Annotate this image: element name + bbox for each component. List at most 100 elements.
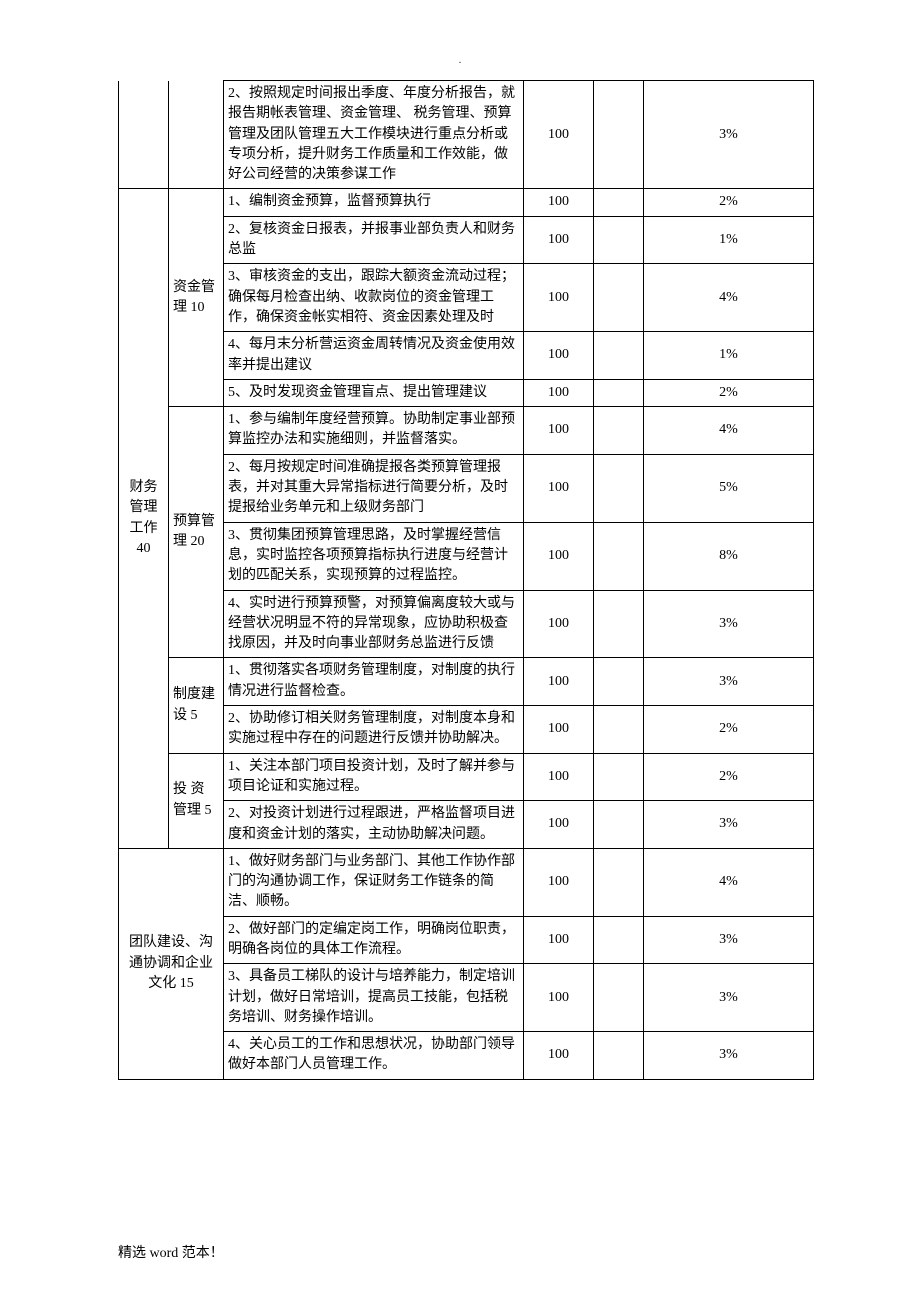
- cell-desc: 3、审核资金的支出，跟踪大额资金流动过程； 确保每月检查出纳、收款岗位的资金管理…: [224, 264, 524, 332]
- cell-val: 100: [524, 454, 594, 522]
- cell-desc: 5、及时发现资金管理盲点、提出管理建议: [224, 379, 524, 406]
- table-row: 2、复核资金日报表，并报事业部负责人和财务总监 100 1%: [119, 216, 814, 264]
- cell-blank: [594, 454, 644, 522]
- table-row: 2、对投资计划进行过程跟进，严格监督项目进度和资金计划的落实，主动协助解决问题。…: [119, 801, 814, 849]
- cell-blank: [594, 1032, 644, 1080]
- cell-sec1: 财务管理工作40: [119, 189, 169, 848]
- cell-desc: 1、做好财务部门与业务部门、其他工作协作部门的沟通协调工作，保证财务工作链条的简…: [224, 848, 524, 916]
- cell-blank: [594, 590, 644, 658]
- cell-sec2: 资金管理 10: [169, 189, 224, 407]
- table-row: 4、关心员工的工作和思想状况，协助部门领导做好本部门人员管理工作。 100 3%: [119, 1032, 814, 1080]
- cell-blank: [594, 801, 644, 849]
- cell-sec1: 团队建设、沟通协调和企业文化 15: [119, 848, 224, 1079]
- cell-pct: 3%: [644, 801, 814, 849]
- cell-blank: [594, 658, 644, 706]
- cell-pct: 5%: [644, 454, 814, 522]
- cell-desc: 4、实时进行预算预警，对预算偏离度较大或与经营状况明显不符的异常现象，应协助积极…: [224, 590, 524, 658]
- table-row: 团队建设、沟通协调和企业文化 15 1、做好财务部门与业务部门、其他工作协作部门…: [119, 848, 814, 916]
- cell-pct: 3%: [644, 658, 814, 706]
- cell-pct: 4%: [644, 848, 814, 916]
- top-mark: .: [459, 54, 462, 66]
- kpi-table: 2、按照规定时间报出季度、年度分析报告，就报告期帐表管理、资金管理、 税务管理、…: [118, 80, 814, 1080]
- cell-desc: 2、做好部门的定编定岗工作，明确岗位职责，明确各岗位的具体工作流程。: [224, 916, 524, 964]
- cell-pct: 3%: [644, 590, 814, 658]
- cell-val: 100: [524, 801, 594, 849]
- cell-blank: [594, 379, 644, 406]
- cell-val: 100: [524, 216, 594, 264]
- cell-desc: 3、具备员工梯队的设计与培养能力，制定培训计划，做好日常培训，提高员工技能，包括…: [224, 964, 524, 1032]
- cell-pct: 3%: [644, 916, 814, 964]
- cell-val: 100: [524, 848, 594, 916]
- cell-desc: 1、关注本部门项目投资计划，及时了解并参与项目论证和实施过程。: [224, 753, 524, 801]
- cell-pct: 2%: [644, 753, 814, 801]
- table-row: 预算管理 20 1、参与编制年度经营预算。协助制定事业部预算监控办法和实施细则，…: [119, 407, 814, 455]
- cell-val: 100: [524, 189, 594, 216]
- cell-val: 100: [524, 522, 594, 590]
- table-row: 4、每月末分析营运资金周转情况及资金使用效率并提出建议 100 1%: [119, 332, 814, 380]
- cell-blank: [594, 189, 644, 216]
- cell-sec2: 预算管理 20: [169, 407, 224, 658]
- cell-blank: [594, 264, 644, 332]
- table-row: 财务管理工作40 资金管理 10 1、编制资金预算，监督预算执行 100 2%: [119, 189, 814, 216]
- cell-desc: 2、复核资金日报表，并报事业部负责人和财务总监: [224, 216, 524, 264]
- cell-desc: 1、编制资金预算，监督预算执行: [224, 189, 524, 216]
- cell-blank: [594, 522, 644, 590]
- cell-sec1: [119, 81, 169, 189]
- cell-pct: 2%: [644, 706, 814, 754]
- cell-blank: [594, 407, 644, 455]
- cell-blank: [594, 848, 644, 916]
- cell-pct: 4%: [644, 407, 814, 455]
- cell-pct: 2%: [644, 379, 814, 406]
- cell-sec2: 投 资 管理 5: [169, 753, 224, 848]
- cell-blank: [594, 216, 644, 264]
- cell-blank: [594, 81, 644, 189]
- cell-blank: [594, 964, 644, 1032]
- document-page: . 2、按照规定时间报出季度、年度分析报告，就报告期帐表管理、资金管理、 税务管…: [0, 0, 920, 1302]
- cell-val: 100: [524, 916, 594, 964]
- table-row: 5、及时发现资金管理盲点、提出管理建议 100 2%: [119, 379, 814, 406]
- cell-pct: 3%: [644, 964, 814, 1032]
- table-row: 2、按照规定时间报出季度、年度分析报告，就报告期帐表管理、资金管理、 税务管理、…: [119, 81, 814, 189]
- cell-val: 100: [524, 81, 594, 189]
- table-row: 制度建设 5 1、贯彻落实各项财务管理制度，对制度的执行情况进行监督检查。 10…: [119, 658, 814, 706]
- cell-sec2: [169, 81, 224, 189]
- cell-pct: 3%: [644, 81, 814, 189]
- cell-val: 100: [524, 1032, 594, 1080]
- cell-blank: [594, 916, 644, 964]
- table-row: 2、协助修订相关财务管理制度，对制度本身和实施过程中存在的问题进行反馈并协助解决…: [119, 706, 814, 754]
- cell-desc: 2、对投资计划进行过程跟进，严格监督项目进度和资金计划的落实，主动协助解决问题。: [224, 801, 524, 849]
- table-row: 2、做好部门的定编定岗工作，明确岗位职责，明确各岗位的具体工作流程。 100 3…: [119, 916, 814, 964]
- cell-val: 100: [524, 753, 594, 801]
- cell-val: 100: [524, 658, 594, 706]
- cell-pct: 1%: [644, 216, 814, 264]
- cell-pct: 1%: [644, 332, 814, 380]
- cell-sec2: 制度建设 5: [169, 658, 224, 753]
- cell-val: 100: [524, 407, 594, 455]
- cell-blank: [594, 706, 644, 754]
- cell-desc: 2、按照规定时间报出季度、年度分析报告，就报告期帐表管理、资金管理、 税务管理、…: [224, 81, 524, 189]
- cell-pct: 4%: [644, 264, 814, 332]
- cell-desc: 4、关心员工的工作和思想状况，协助部门领导做好本部门人员管理工作。: [224, 1032, 524, 1080]
- cell-val: 100: [524, 964, 594, 1032]
- cell-desc: 2、每月按规定时间准确提报各类预算管理报表，并对其重大异常指标进行简要分析，及时…: [224, 454, 524, 522]
- cell-desc: 1、贯彻落实各项财务管理制度，对制度的执行情况进行监督检查。: [224, 658, 524, 706]
- cell-val: 100: [524, 706, 594, 754]
- cell-desc: 2、协助修订相关财务管理制度，对制度本身和实施过程中存在的问题进行反馈并协助解决…: [224, 706, 524, 754]
- cell-val: 100: [524, 264, 594, 332]
- table-row: 3、具备员工梯队的设计与培养能力，制定培训计划，做好日常培训，提高员工技能，包括…: [119, 964, 814, 1032]
- cell-pct: 3%: [644, 1032, 814, 1080]
- cell-desc: 4、每月末分析营运资金周转情况及资金使用效率并提出建议: [224, 332, 524, 380]
- cell-blank: [594, 332, 644, 380]
- cell-pct: 8%: [644, 522, 814, 590]
- cell-desc: 1、参与编制年度经营预算。协助制定事业部预算监控办法和实施细则，并监督落实。: [224, 407, 524, 455]
- table-row: 3、审核资金的支出，跟踪大额资金流动过程； 确保每月检查出纳、收款岗位的资金管理…: [119, 264, 814, 332]
- cell-pct: 2%: [644, 189, 814, 216]
- table-row: 3、贯彻集团预算管理思路，及时掌握经营信息，实时监控各项预算指标执行进度与经营计…: [119, 522, 814, 590]
- cell-desc: 3、贯彻集团预算管理思路，及时掌握经营信息，实时监控各项预算指标执行进度与经营计…: [224, 522, 524, 590]
- table-row: 4、实时进行预算预警，对预算偏离度较大或与经营状况明显不符的异常现象，应协助积极…: [119, 590, 814, 658]
- footer-text: 精选 word 范本！: [118, 1242, 224, 1262]
- table-row: 2、每月按规定时间准确提报各类预算管理报表，并对其重大异常指标进行简要分析，及时…: [119, 454, 814, 522]
- cell-val: 100: [524, 332, 594, 380]
- table-row: 投 资 管理 5 1、关注本部门项目投资计划，及时了解并参与项目论证和实施过程。…: [119, 753, 814, 801]
- cell-blank: [594, 753, 644, 801]
